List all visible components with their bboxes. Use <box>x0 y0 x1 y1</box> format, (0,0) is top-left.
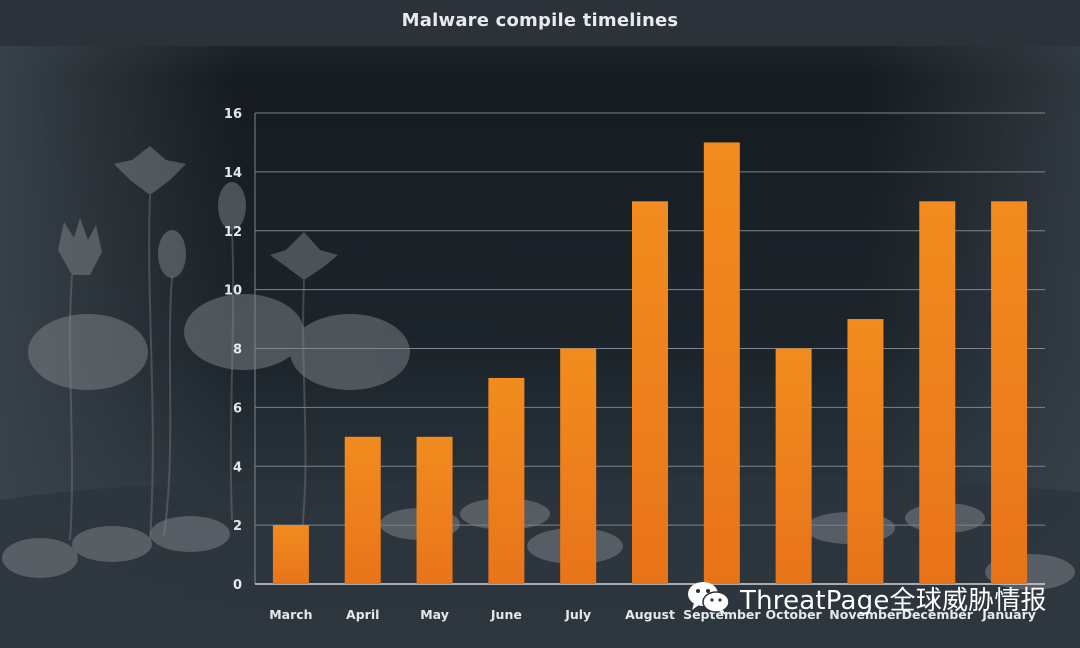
bar <box>991 201 1028 584</box>
watermark-text: ThreatPage全球威胁情报 <box>740 585 1047 616</box>
x-tick-label: April <box>346 607 379 622</box>
y-tick-label: 4 <box>233 460 242 475</box>
x-tick-label: September <box>683 607 761 622</box>
bar <box>775 348 812 584</box>
x-tick-label: May <box>420 607 449 622</box>
y-tick-label: 10 <box>224 284 242 299</box>
x-tick-label: March <box>269 607 312 622</box>
bar <box>703 142 740 584</box>
bar <box>344 436 381 584</box>
y-tick-label: 14 <box>224 166 242 181</box>
x-tick-label: December <box>902 607 974 622</box>
x-tick-label: July <box>564 607 591 622</box>
y-tick-label: 16 <box>224 107 242 122</box>
y-tick-label: 6 <box>233 401 242 416</box>
chart-title: Malware compile timelines <box>401 10 679 31</box>
x-tick-label: November <box>829 607 902 622</box>
wechat-icon <box>688 582 730 615</box>
bar <box>272 525 309 584</box>
y-tick-label: 8 <box>233 343 242 358</box>
bar <box>560 348 597 584</box>
x-tick-label: January <box>981 607 1036 622</box>
x-tick-label: August <box>625 607 675 622</box>
bar <box>847 319 884 584</box>
lotus-decoration <box>2 146 1075 590</box>
bar <box>919 201 956 584</box>
x-tick-label: October <box>766 607 823 622</box>
y-tick-label: 12 <box>224 225 242 240</box>
x-tick-label: June <box>490 607 522 622</box>
y-tick-label: 2 <box>233 519 242 534</box>
watermark: ThreatPage全球威胁情报 <box>686 578 1047 618</box>
bar <box>488 377 525 584</box>
y-tick-label: 0 <box>233 578 242 593</box>
bar <box>416 436 453 584</box>
bar <box>632 201 668 584</box>
